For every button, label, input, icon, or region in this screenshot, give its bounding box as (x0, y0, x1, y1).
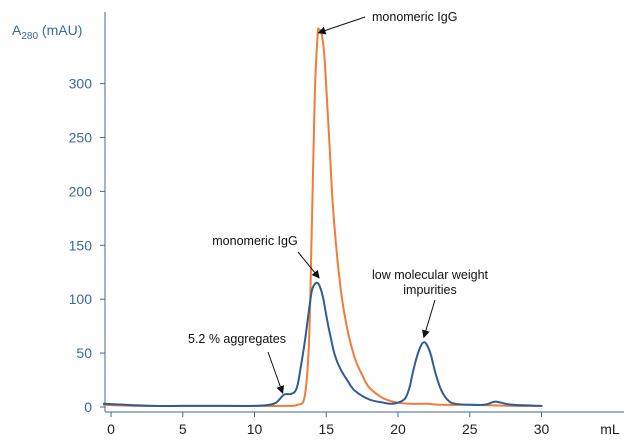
y-tick-label: 0 (84, 399, 92, 415)
x-axis-label: mL (600, 421, 620, 437)
x-tick-label: 0 (107, 421, 115, 437)
x-tick-label: 10 (247, 421, 263, 437)
y-tick-label: 200 (69, 183, 93, 199)
y-tick-label: 50 (76, 345, 92, 361)
annotation-label: 5.2 % aggregates (188, 332, 286, 346)
annotation-arrow (317, 16, 366, 35)
y-tick-label: 150 (69, 237, 93, 253)
x-tick-label: 30 (534, 421, 550, 437)
x-tick-label: 20 (390, 421, 406, 437)
y-tick-label: 100 (69, 291, 93, 307)
x-tick-label: 25 (462, 421, 478, 437)
annotation-arrow (422, 299, 436, 339)
annotation-label: monomeric IgG (212, 234, 297, 248)
x-tick-label: 15 (318, 421, 334, 437)
orange-series-line (102, 27, 543, 407)
annotation-arrow (297, 251, 320, 279)
y-tick-label: 300 (69, 76, 93, 92)
annotation-arrow (267, 351, 285, 395)
y-axis-label: A280 (mAU) (12, 22, 82, 42)
x-tick-label: 5 (179, 421, 187, 437)
y-tick-label: 250 (69, 130, 93, 146)
blue-series-line (102, 281, 543, 407)
annotation-label: monomeric IgG (372, 10, 457, 24)
annotation-label: low molecular weight impurities (372, 268, 489, 297)
